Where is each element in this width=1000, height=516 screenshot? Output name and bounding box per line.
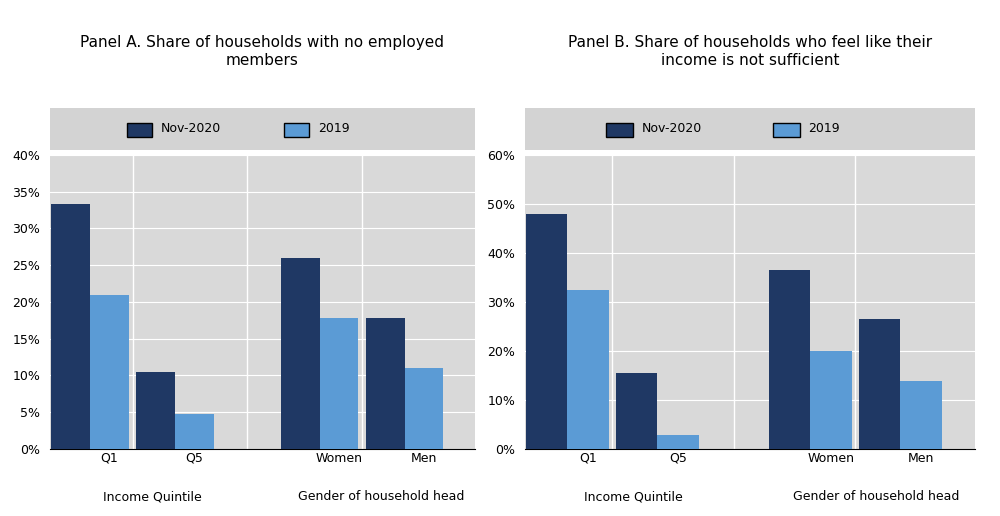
FancyBboxPatch shape xyxy=(606,123,633,137)
Text: Gender of household head: Gender of household head xyxy=(298,490,465,503)
Text: 2019: 2019 xyxy=(318,122,349,136)
FancyBboxPatch shape xyxy=(126,123,152,137)
Text: 2019: 2019 xyxy=(808,122,840,136)
Bar xyxy=(810,351,852,449)
Text: Gender of household head: Gender of household head xyxy=(793,490,959,503)
Bar xyxy=(281,258,320,449)
Text: Panel B. Share of households who feel like their
income is not sufficient: Panel B. Share of households who feel li… xyxy=(568,36,932,68)
Text: Income Quintile: Income Quintile xyxy=(584,490,682,503)
Bar xyxy=(405,368,443,449)
Bar xyxy=(90,295,129,449)
Bar xyxy=(657,435,699,449)
Text: Nov-2020: Nov-2020 xyxy=(160,122,221,136)
Bar xyxy=(616,373,657,449)
Bar xyxy=(366,318,405,449)
Bar xyxy=(900,381,942,449)
Bar xyxy=(51,204,90,449)
FancyBboxPatch shape xyxy=(772,123,800,137)
Bar xyxy=(320,318,358,449)
Bar xyxy=(136,372,175,449)
Bar xyxy=(526,214,567,449)
Text: Income Quintile: Income Quintile xyxy=(103,490,201,503)
FancyBboxPatch shape xyxy=(284,123,309,137)
Bar xyxy=(175,414,214,449)
Text: Nov-2020: Nov-2020 xyxy=(642,122,702,136)
Bar xyxy=(859,319,900,449)
Bar xyxy=(769,270,810,449)
Text: Panel A. Share of households with no employed
members: Panel A. Share of households with no emp… xyxy=(80,36,444,68)
Bar xyxy=(567,289,609,449)
